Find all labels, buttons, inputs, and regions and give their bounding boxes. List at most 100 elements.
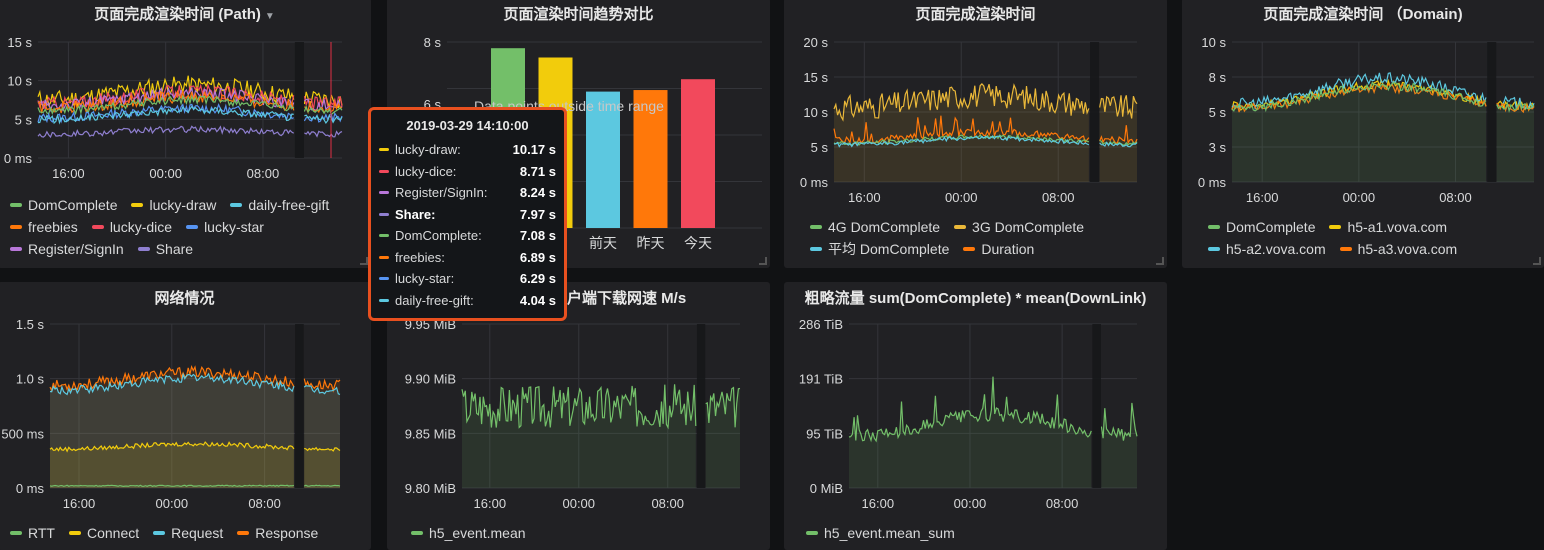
chart-p7[interactable]: 0 MiB 95 TiB 191 TiB 286 TiB 16:00 00:00 08:00: [784, 282, 1167, 522]
series-line[interactable]: [1496, 101, 1535, 114]
panel-title[interactable]: 页面完成渲染时间 （Domain): [1263, 6, 1463, 23]
legend-item[interactable]: freebies: [10, 216, 78, 238]
legend-item[interactable]: Connect: [68, 522, 139, 544]
resize-handle[interactable]: [360, 257, 368, 265]
legend-item[interactable]: DomComplete: [10, 194, 117, 216]
legend-item[interactable]: h5-a2.vova.com: [1208, 238, 1326, 260]
legend-item[interactable]: h5_event.mean: [411, 522, 526, 544]
legend-item[interactable]: daily-free-gift: [230, 194, 329, 216]
resize-handle[interactable]: [1156, 257, 1164, 265]
series-line[interactable]: [304, 114, 343, 124]
legend-item[interactable]: Response: [237, 522, 318, 544]
y-tick-label: 5 s: [15, 112, 33, 127]
y-tick-label: 10 s: [803, 105, 828, 120]
series-line[interactable]: [49, 441, 295, 453]
series-line[interactable]: [1496, 101, 1535, 114]
x-tick-label: 16:00: [52, 166, 85, 181]
x-tick-label: 16:00: [848, 190, 881, 205]
legend: 4G DomComplete 3G DomComplete 平均 DomComple…: [810, 216, 1130, 260]
legend-label: lucky-dice: [109, 219, 173, 235]
x-tick-label: 昨天: [637, 235, 665, 251]
legend-label: 4G DomComplete: [828, 219, 941, 235]
series-line[interactable]: [37, 82, 295, 112]
series-line[interactable]: [833, 133, 1089, 146]
series-line[interactable]: [833, 83, 1090, 122]
series-line[interactable]: [49, 364, 295, 393]
legend-label: Register/SignIn: [28, 241, 124, 257]
no-data-band: [294, 42, 304, 158]
series-line[interactable]: [1231, 81, 1487, 113]
series-line[interactable]: [37, 125, 294, 139]
legend-item[interactable]: 4G DomComplete: [810, 216, 940, 238]
legend-item[interactable]: RTT: [10, 522, 55, 544]
series-line[interactable]: [304, 130, 343, 138]
series-line[interactable]: [303, 385, 341, 395]
series-line[interactable]: [303, 105, 343, 116]
series-line[interactable]: [705, 386, 741, 428]
legend-item[interactable]: Register/SignIn: [10, 238, 124, 260]
legend-item[interactable]: lucky-star: [186, 216, 264, 238]
x-tick-label: 08:00: [247, 166, 280, 181]
series-line[interactable]: [49, 372, 295, 396]
panel-title[interactable]: 粗略流量 sum(DomComplete) * mean(DownLink): [804, 290, 1147, 307]
legend-item[interactable]: lucky-dice: [91, 216, 173, 238]
legend-swatch: [806, 531, 818, 536]
caret-down-icon[interactable]: ▼: [264, 11, 275, 22]
tooltip-series-value: 10.17 s: [512, 142, 556, 157]
legend-item[interactable]: lucky-draw: [131, 194, 216, 216]
y-tick-label: 8 s: [1209, 70, 1227, 85]
legend-item[interactable]: h5-a3.vova.com: [1339, 238, 1457, 260]
panel-download-speed: 户端下载网速 M/s 9.80 MiB 9.85 MiB 9.90 MiB 9.95 …: [387, 282, 770, 550]
panel-title[interactable]: 页面完成渲染时间: [915, 6, 1036, 23]
legend-item[interactable]: 3G DomComplete: [954, 216, 1084, 238]
resize-handle[interactable]: [1533, 257, 1541, 265]
legend-label: Response: [255, 525, 319, 541]
legend-item[interactable]: DomComplete: [1208, 216, 1315, 238]
series-line[interactable]: [1231, 82, 1487, 113]
x-tick-label: 16:00: [474, 496, 507, 511]
legend-item[interactable]: Duration: [963, 238, 1034, 260]
bar[interactable]: [586, 91, 620, 228]
legend-item[interactable]: Share: [137, 238, 193, 260]
chart-p5[interactable]: 0 ms 500 ms 1.0 s 1.5 s 16:00 00:00 08:00: [0, 282, 371, 522]
series-line[interactable]: [37, 94, 295, 116]
bar[interactable]: [681, 79, 715, 228]
series-line[interactable]: [833, 135, 1090, 148]
series-line[interactable]: [1099, 141, 1138, 148]
legend-item[interactable]: h5_event.mean_sum: [806, 522, 955, 544]
x-tick-label: 08:00: [248, 496, 281, 511]
chart-p4[interactable]: 0 ms 3 s 5 s 8 s 10 s 16:00 00:00 08:00: [1182, 0, 1544, 218]
legend-swatch: [810, 247, 822, 252]
series-line[interactable]: [848, 376, 1092, 443]
panel-title[interactable]: 户端下载网速 M/s: [567, 290, 687, 307]
chart-p3[interactable]: 0 ms 5 s 10 s 15 s 20 s 16:00 00:00 08:00: [784, 0, 1167, 218]
series-line[interactable]: [1099, 139, 1138, 146]
no-data-band: [1092, 324, 1101, 488]
series-line[interactable]: [1099, 125, 1138, 145]
legend-item[interactable]: 平均 DomComplete: [810, 238, 949, 260]
tooltip-series-value: 8.24 s: [519, 185, 556, 200]
series-line[interactable]: [461, 384, 697, 430]
panel-title[interactable]: 页面渲染时间趋势对比: [503, 6, 654, 23]
series-line[interactable]: [1099, 95, 1138, 119]
tooltip-series-value: 4.04 s: [519, 292, 556, 308]
legend-swatch: [1329, 225, 1342, 230]
legend-item[interactable]: Request: [153, 522, 223, 544]
series-line[interactable]: [304, 446, 341, 452]
resize-handle[interactable]: [759, 257, 767, 265]
tooltip-series-value: 6.89 s: [519, 249, 556, 265]
series-line[interactable]: [37, 89, 295, 114]
series-line[interactable]: [37, 105, 294, 125]
series-line[interactable]: [304, 101, 343, 115]
legend-item[interactable]: h5-a1.vova.com: [1329, 216, 1447, 238]
chart-p1[interactable]: 0 ms 5 s 10 s 15 s 16:00 00:00 08:00: [0, 0, 371, 198]
series-line[interactable]: [1100, 402, 1138, 441]
panel-title[interactable]: 网络情况: [154, 290, 215, 307]
series-line[interactable]: [49, 484, 295, 488]
bar[interactable]: [633, 90, 668, 228]
legend-swatch: [954, 225, 967, 230]
panel-title[interactable]: 页面完成渲染时间 (Path) ▼: [94, 6, 275, 23]
series-line[interactable]: [303, 484, 341, 487]
series-line[interactable]: [303, 378, 341, 393]
